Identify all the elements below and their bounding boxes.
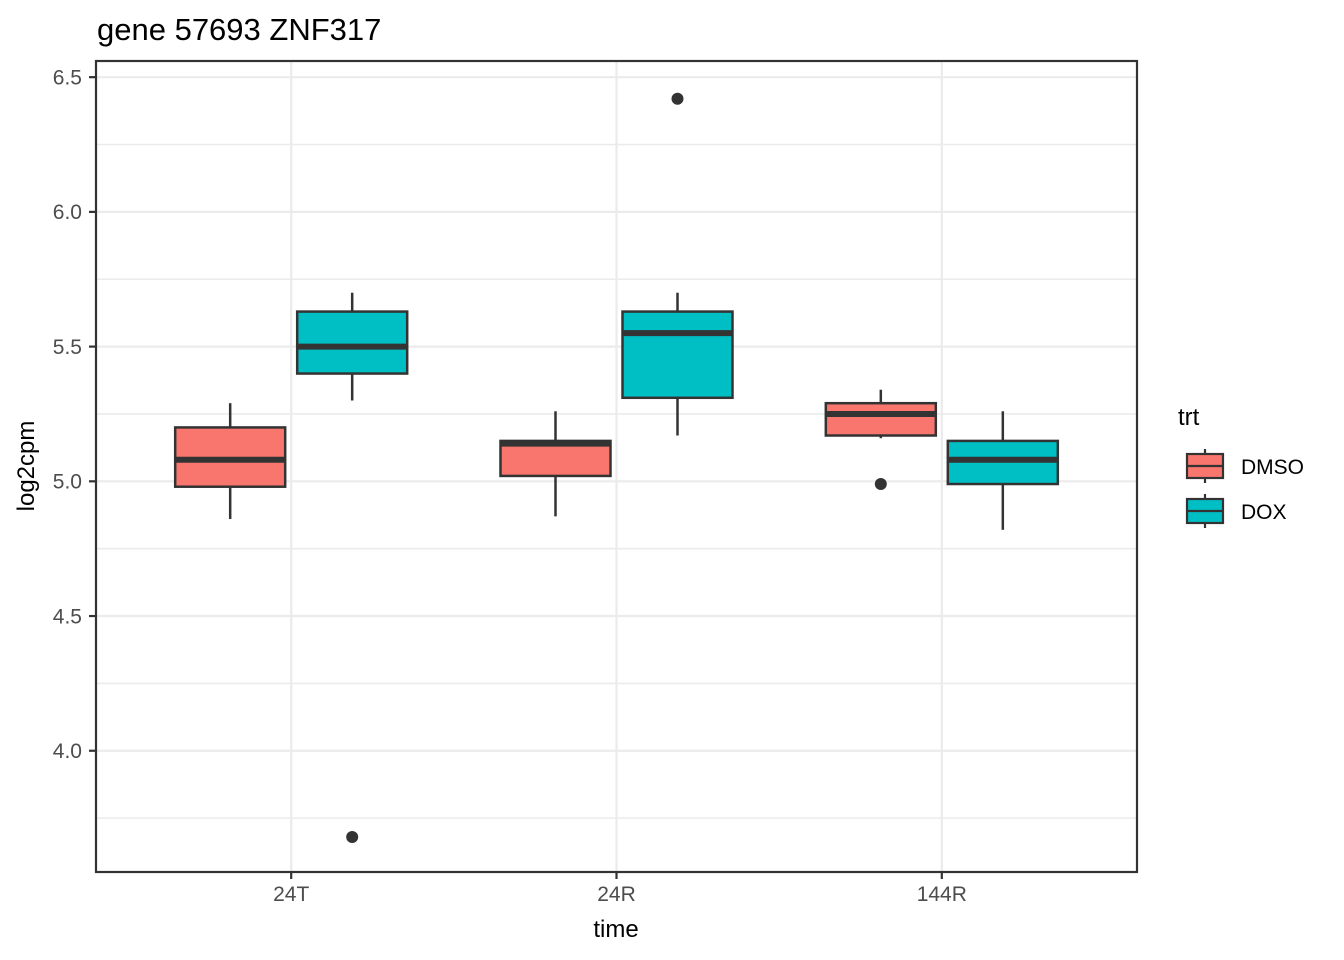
iqr-box xyxy=(621,310,734,400)
iqr-box xyxy=(824,401,938,437)
boxplot-DMSO-24T xyxy=(173,403,287,520)
boxplot-DOX-24R xyxy=(621,92,734,436)
boxplot-DMSO-144R xyxy=(824,389,938,491)
y-tick-label: 6.5 xyxy=(53,67,82,90)
x-tick-label: 24R xyxy=(597,883,636,906)
iqr-box xyxy=(499,439,612,478)
y-tick-label: 5.0 xyxy=(53,471,82,494)
boxplot-DOX-24T xyxy=(295,292,409,843)
x-tick-label: 144R xyxy=(917,883,967,906)
legend-entry-dox: DOX xyxy=(1185,494,1287,528)
legend: trt DMSO DOX xyxy=(1178,404,1304,528)
chart-title: gene 57693 ZNF317 xyxy=(97,12,381,47)
y-tick-label: 5.5 xyxy=(53,336,82,359)
legend-entry-dmso: DMSO xyxy=(1185,449,1304,483)
boxplot-DOX-144R xyxy=(946,411,1060,530)
y-axis-ticks: 4.0 4.5 5.0 5.5 6.0 6.5 xyxy=(53,67,96,763)
x-axis-ticks: 24T 24R 144R xyxy=(273,872,967,906)
x-tick-label: 24T xyxy=(273,883,309,906)
outlier-point xyxy=(874,478,887,491)
y-tick-label: 4.5 xyxy=(53,605,82,628)
y-tick-label: 6.0 xyxy=(53,201,82,224)
x-axis-title: time xyxy=(593,916,638,943)
y-tick-label: 4.0 xyxy=(53,740,82,763)
legend-label-dmso: DMSO xyxy=(1241,456,1304,479)
y-axis-title: log2cpm xyxy=(13,421,40,512)
gridlines xyxy=(96,61,1137,872)
outlier-point xyxy=(346,830,359,843)
outlier-point xyxy=(671,92,684,105)
iqr-box xyxy=(295,310,409,375)
boxplots xyxy=(173,92,1060,843)
legend-label-dox: DOX xyxy=(1241,501,1287,524)
legend-title: trt xyxy=(1178,404,1200,431)
boxplot-DMSO-24R xyxy=(499,411,612,517)
